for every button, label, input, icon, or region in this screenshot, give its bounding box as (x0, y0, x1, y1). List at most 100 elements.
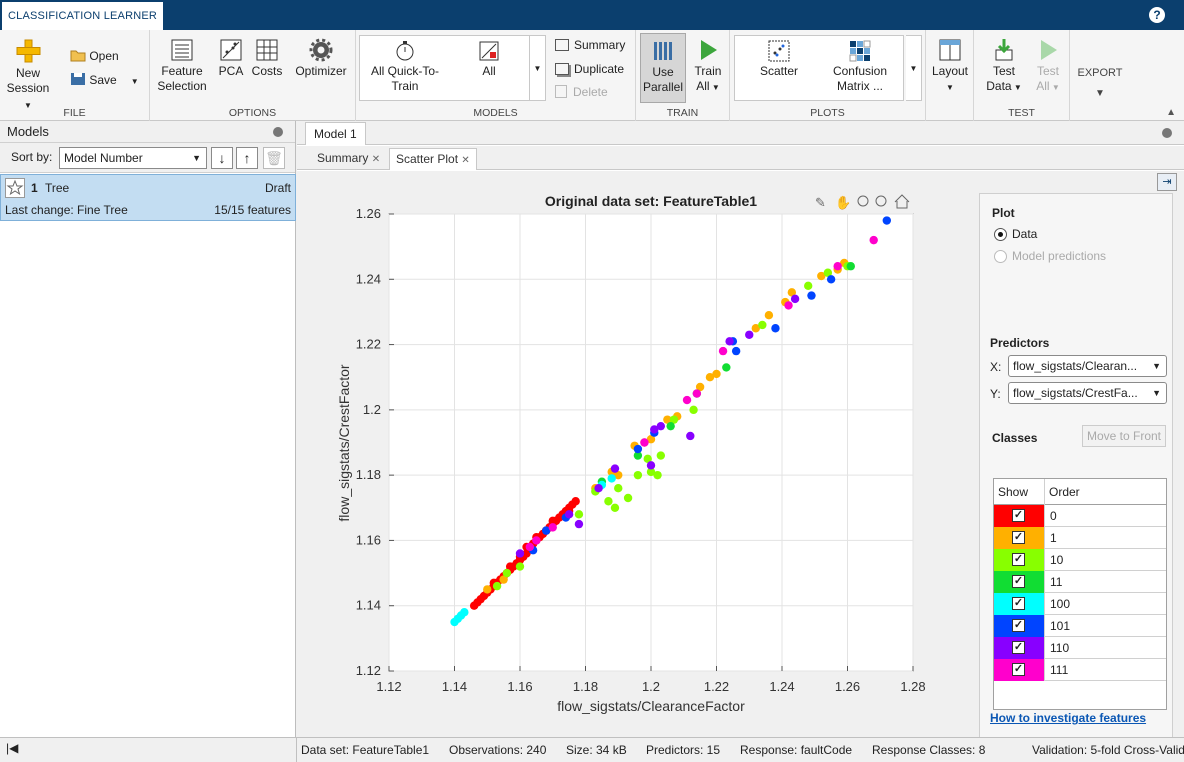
collapse-ribbon-icon[interactable]: ▲ (1166, 107, 1176, 118)
plot-gallery: Scatter Confusion Matrix ... (734, 35, 904, 101)
class-row[interactable]: ✓ 100 (994, 593, 1166, 615)
class-order-label: 1 (1044, 527, 1166, 549)
show-checkbox[interactable]: ✓ (1012, 509, 1025, 522)
duplicate-button[interactable]: Duplicate (555, 59, 624, 79)
pan-icon[interactable]: ✋ (835, 195, 851, 211)
model-card[interactable]: 1 Tree Draft Last change: Fine Tree 15/1… (0, 174, 296, 221)
close-icon[interactable]: ✕ (371, 154, 381, 165)
x-predictor-select[interactable]: flow_sigstats/Clearan... ▼ (1008, 355, 1167, 377)
test-play-icon (1041, 40, 1057, 60)
tab-model-1[interactable]: Model 1 (305, 122, 366, 145)
model-name: Tree (45, 181, 70, 195)
toolstrip: New Session ▼ Open Save ▼ FILE Feature Sele… (0, 30, 1184, 121)
data-point-class-110 (646, 461, 656, 470)
collapse-panel-icon[interactable]: ⇥ (1157, 173, 1177, 191)
all-quick-to-train-button[interactable]: All Quick-To- Train (362, 40, 448, 94)
y-tick-label: 1.26 (356, 206, 381, 221)
app-tab[interactable]: CLASSIFICATION LEARNER (2, 2, 164, 30)
class-color-swatch[interactable]: ✓ (994, 615, 1044, 637)
test-data-button[interactable]: Test Data ▼ (982, 38, 1026, 95)
delete-button[interactable]: Delete (555, 82, 608, 102)
data-point-class-11 (633, 451, 643, 460)
data-point-class-1 (499, 575, 508, 584)
train-all-button[interactable]: Train All ▼ (690, 38, 726, 95)
summary-button[interactable]: Summary (555, 35, 625, 55)
class-color-swatch[interactable]: ✓ (994, 505, 1044, 527)
class-color-swatch[interactable]: ✓ (994, 659, 1044, 681)
plot-gallery-dropdown[interactable]: ▼ (906, 35, 922, 101)
data-point-class-101 (826, 275, 836, 284)
delete-model-icon[interactable]: 🗑 (263, 147, 285, 169)
show-checkbox[interactable]: ✓ (1012, 575, 1025, 588)
zoom-out-icon[interactable] (875, 195, 887, 207)
all-models-button[interactable]: All (464, 40, 514, 79)
feature-selection-button[interactable]: Feature Selection (156, 38, 208, 94)
test-all-button[interactable]: Test All ▼ (1030, 38, 1066, 95)
data-point-class-10 (646, 467, 656, 477)
export-button[interactable]: EXPORT ▼ (1077, 67, 1123, 99)
class-order-label: 0 (1044, 505, 1166, 527)
class-row[interactable]: ✓ 101 (994, 615, 1166, 637)
options-section: Feature Selection PCA Costs Optimizer OPT… (150, 30, 356, 121)
title-bar: CLASSIFICATION LEARNER ? (0, 0, 1184, 30)
radio-model-predictions[interactable]: Model predictions (994, 249, 1106, 265)
home-icon[interactable] (894, 194, 910, 209)
duplicate-icon (555, 63, 569, 75)
radio-data[interactable]: Data (994, 227, 1037, 243)
x-tick-label: 1.24 (769, 679, 794, 694)
show-checkbox[interactable]: ✓ (1012, 641, 1025, 654)
show-checkbox[interactable]: ✓ (1012, 663, 1025, 676)
class-order-label: 111 (1044, 659, 1166, 681)
class-row[interactable]: ✓ 1 (994, 527, 1166, 549)
class-row[interactable]: ✓ 0 (994, 505, 1166, 527)
scatter-button[interactable]: Scatter (747, 40, 811, 79)
brush-icon[interactable]: ✎ (815, 196, 826, 211)
show-checkbox[interactable]: ✓ (1012, 531, 1025, 544)
show-checkbox[interactable]: ✓ (1012, 553, 1025, 566)
investigate-features-link[interactable]: How to investigate features (990, 711, 1147, 725)
panel-menu-icon[interactable] (273, 127, 283, 137)
tab-summary[interactable]: Summary ✕ (317, 151, 381, 165)
class-color-swatch[interactable]: ✓ (994, 637, 1044, 659)
confusion-matrix-button[interactable]: Confusion Matrix ... (825, 40, 895, 94)
document-menu-icon[interactable] (1162, 128, 1172, 138)
class-row[interactable]: ✓ 11 (994, 571, 1166, 593)
sort-by-select[interactable]: Model Number ▼ (59, 147, 207, 169)
model-gallery-dropdown[interactable]: ▼ (530, 35, 546, 101)
models-panel-header: Models (0, 121, 295, 143)
collapse-status-icon[interactable]: |◀ (6, 741, 19, 755)
zoom-in-icon[interactable] (857, 195, 869, 207)
class-color-swatch[interactable]: ✓ (994, 527, 1044, 549)
data-point-class-0 (505, 562, 515, 571)
save-button[interactable]: Save ▼ (70, 70, 139, 90)
help-icon[interactable]: ? (1149, 7, 1165, 23)
class-row[interactable]: ✓ 110 (994, 637, 1166, 659)
y-predictor-select[interactable]: flow_sigstats/CrestFa... ▼ (1008, 382, 1167, 404)
class-row[interactable]: ✓ 10 (994, 549, 1166, 571)
star-icon[interactable] (5, 178, 25, 198)
class-color-swatch[interactable]: ✓ (994, 571, 1044, 593)
data-point-class-10 (604, 497, 613, 506)
pca-button[interactable]: PCA (216, 38, 246, 79)
sort-descending-button[interactable]: ↓ (211, 147, 233, 169)
class-color-swatch[interactable]: ✓ (994, 593, 1044, 615)
show-checkbox[interactable]: ✓ (1012, 619, 1025, 632)
open-button[interactable]: Open (70, 46, 119, 66)
class-color-swatch[interactable]: ✓ (994, 549, 1044, 571)
data-point-class-111 (692, 389, 702, 398)
scatter-chart[interactable]: Original data set: FeatureTable1 flow_si… (297, 171, 967, 737)
optimizer-button[interactable]: Optimizer (292, 38, 350, 79)
data-point-class-10 (823, 268, 833, 277)
use-parallel-button[interactable]: Use Parallel (640, 33, 686, 103)
x-tick-label: 1.2 (642, 679, 660, 694)
show-checkbox[interactable]: ✓ (1012, 597, 1025, 610)
close-icon[interactable]: ✕ (461, 155, 470, 166)
layout-button[interactable]: Layout ▼ (928, 38, 972, 95)
tab-scatter-plot[interactable]: Scatter Plot ✕ (389, 148, 477, 170)
sort-ascending-button[interactable]: ↑ (236, 147, 258, 169)
costs-button[interactable]: Costs (250, 38, 284, 79)
data-point-class-111 (833, 262, 842, 271)
move-to-front-button[interactable]: Move to Front (1082, 425, 1166, 447)
class-row[interactable]: ✓ 111 (994, 659, 1166, 681)
new-session-button[interactable]: New Session ▼ (4, 38, 52, 113)
